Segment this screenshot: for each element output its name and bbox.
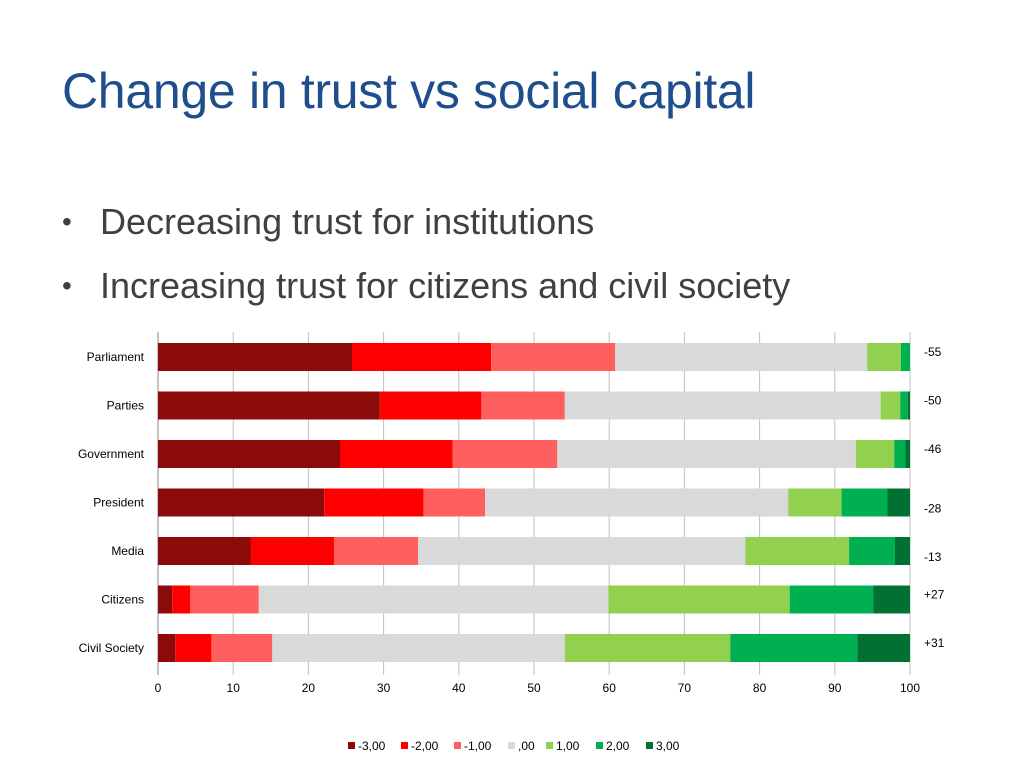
bar-segment [900, 391, 908, 420]
bullet-text: Decreasing trust for institutions [100, 201, 595, 242]
legend-swatch [508, 742, 515, 749]
bar-segment [481, 391, 565, 420]
bar-segment [158, 585, 173, 614]
bar-segment [841, 488, 888, 517]
x-tick-label: 30 [377, 681, 391, 695]
bar-segment [615, 343, 868, 371]
x-tick-label: 50 [527, 681, 541, 695]
legend-swatch [646, 742, 653, 749]
bar-segment [172, 585, 191, 614]
bar-segment [855, 440, 895, 468]
legend-label: -2,00 [411, 739, 439, 753]
legend-label: -1,00 [464, 739, 492, 753]
bar-segment [258, 585, 609, 614]
bar-segment [900, 343, 910, 371]
category-label: Parties [107, 399, 144, 413]
category-label: Government [78, 447, 145, 461]
bar-segment [789, 585, 874, 614]
bar-segment [158, 391, 380, 420]
bar-segment [272, 634, 565, 662]
bullet-icon: • [62, 206, 72, 237]
stacked-bar-chart: 0 10 20 30 40 50 60 70 80 90 100 Parliament -55 Parti… [78, 332, 945, 753]
x-tick-label: 90 [828, 681, 842, 695]
bar-segment [485, 488, 789, 517]
bar-segment [379, 391, 482, 420]
bar-segment [873, 585, 910, 614]
difference-annotation: +31 [924, 636, 945, 650]
bar-segment [894, 440, 906, 468]
category-label: Civil Society [79, 641, 144, 655]
x-tick-label: 70 [678, 681, 692, 695]
legend-label: 2,00 [606, 739, 630, 753]
bar-segment [158, 440, 340, 468]
difference-annotation: -13 [924, 550, 942, 564]
x-tick-label: 10 [227, 681, 241, 695]
bar-segment [333, 537, 419, 565]
bar-segment [564, 391, 881, 420]
x-tick-label: 80 [753, 681, 767, 695]
bar-segment [158, 488, 325, 517]
bar-segment [211, 634, 273, 662]
category-label: President [93, 496, 144, 510]
bullet-list: • Decreasing trust for institutions • Incr… [62, 190, 790, 318]
difference-annotation: -28 [924, 502, 942, 516]
bar-segment [564, 634, 731, 662]
bar-segment [175, 634, 212, 662]
bar-segment [788, 488, 842, 517]
x-tick-label: 60 [603, 681, 617, 695]
bar-segment [250, 537, 334, 565]
x-tick-label: 0 [155, 681, 162, 695]
legend-label: -3,00 [358, 739, 386, 753]
bullet-item: • Increasing trust for citizens and civil… [62, 254, 790, 318]
x-tick-label: 100 [900, 681, 920, 695]
bar-segment [880, 391, 901, 420]
x-tick-label: 40 [452, 681, 466, 695]
bar-segment [887, 488, 910, 517]
legend-swatch [401, 742, 408, 749]
bar-segment [907, 391, 910, 420]
legend-label: 1,00 [556, 739, 580, 753]
bar-segment [339, 440, 453, 468]
bar-segment [423, 488, 486, 517]
bullet-item: • Decreasing trust for institutions [62, 190, 790, 254]
bar-segment [730, 634, 858, 662]
legend-swatch [348, 742, 355, 749]
bar-segment [324, 488, 424, 517]
bar-segment [452, 440, 558, 468]
bar-segment [849, 537, 895, 565]
bar-segment [894, 537, 910, 565]
page-title: Change in trust vs social capital [62, 63, 756, 119]
bar-segment [557, 440, 856, 468]
bar-segment [905, 440, 910, 468]
bar-segment [158, 343, 353, 371]
x-tick-label: 20 [302, 681, 316, 695]
difference-annotation: -55 [924, 345, 942, 359]
bar-segment [352, 343, 492, 371]
difference-annotation: -50 [924, 394, 942, 408]
bar-segment [190, 585, 259, 614]
bar-segment [418, 537, 746, 565]
legend-swatch [454, 742, 461, 749]
bar-segment [745, 537, 850, 565]
category-label: Citizens [101, 593, 144, 607]
bar-segment [158, 537, 251, 565]
bar-segment [857, 634, 910, 662]
bar-segment [158, 634, 176, 662]
bar-segment [608, 585, 790, 614]
difference-annotation: +27 [924, 588, 945, 602]
legend-swatch [596, 742, 603, 749]
category-label: Parliament [87, 350, 145, 364]
bar-segment [491, 343, 616, 371]
bullet-text: Increasing trust for citizens and civil … [100, 265, 791, 306]
bullet-icon: • [62, 270, 72, 301]
legend-label: ,00 [518, 739, 535, 753]
legend-label: 3,00 [656, 739, 680, 753]
category-label: Media [111, 544, 144, 558]
legend-swatch [546, 742, 553, 749]
bar-segment [867, 343, 901, 371]
difference-annotation: -46 [924, 442, 942, 456]
